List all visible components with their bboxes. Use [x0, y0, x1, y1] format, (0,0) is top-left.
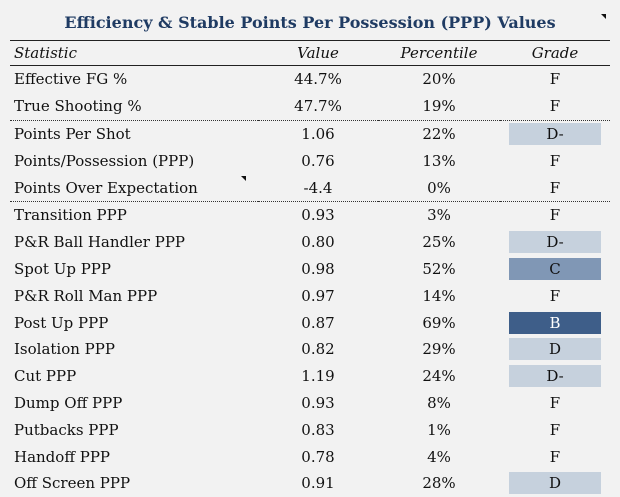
stat-percentile: 14%: [422, 286, 456, 305]
stat-value: 0.98: [301, 259, 335, 278]
stat-name: Points Per Shot: [10, 119, 258, 148]
stat-name: Transition PPP: [10, 200, 258, 229]
stat-percentile: 13%: [422, 151, 456, 170]
header-grade: Grade: [500, 41, 610, 66]
stat-value: 0.80: [301, 233, 335, 252]
stat-name: Points/Possession (PPP): [14, 151, 195, 170]
stat-value: 0.76: [301, 151, 335, 170]
header-row: Statistic Value Percentile Grade: [10, 41, 610, 66]
stat-percentile: 8%: [427, 393, 451, 412]
table-row: Points/Possession (PPP) 0.76 13% F: [10, 147, 610, 174]
stat-value: 0.91: [301, 474, 335, 493]
grade-badge: F: [549, 206, 561, 225]
header-statistic: Statistic: [10, 41, 258, 66]
stat-percentile: 52%: [422, 259, 456, 278]
grade-badge: F: [549, 393, 561, 412]
stat-name: P&R Ball Handler PPP: [14, 233, 186, 252]
table-row: Transition PPP 0.93 3% F: [10, 200, 610, 229]
grade-badge: F: [549, 151, 561, 170]
table-row: Off Screen PPP 0.91 28% D: [10, 470, 610, 497]
stat-percentile: 20%: [422, 70, 456, 89]
table-row: Post Up PPP 0.87 69% B: [10, 309, 610, 336]
table-row: Cut PPP 1.19 24% D-: [10, 363, 610, 390]
table-row: True Shooting % 47.7% 19% F: [10, 93, 610, 120]
stat-value: 0.93: [301, 393, 335, 412]
stat-value: 47.7%: [294, 97, 342, 116]
stat-name: Spot Up PPP: [14, 259, 111, 278]
stat-value: 0.82: [301, 340, 335, 359]
table-row: Spot Up PPP 0.98 52% C: [10, 256, 610, 283]
stat-name: True Shooting %: [14, 97, 142, 116]
stat-name-text: Points Over Expectation: [14, 178, 198, 197]
comment-marker-icon: [241, 176, 246, 182]
stat-value: 1.19: [301, 367, 335, 386]
grade-badge: B: [509, 311, 601, 334]
stats-table: Statistic Value Percentile Grade Effecti…: [10, 41, 610, 497]
stat-percentile: 28%: [422, 474, 456, 493]
table-title-text: Efficiency & Stable Points Per Possessio…: [64, 13, 556, 32]
grade-badge: F: [549, 97, 561, 116]
stat-name: Effective FG %: [14, 70, 128, 89]
stat-value: 1.06: [258, 119, 378, 148]
grade-badge: F: [549, 70, 561, 89]
grade-badge: D: [509, 338, 601, 361]
stat-name: Off Screen PPP: [14, 474, 131, 493]
stats-card: Efficiency & Stable Points Per Possessio…: [10, 6, 610, 495]
header-percentile: Percentile: [378, 41, 500, 66]
table-row: Effective FG % 44.7% 20% F: [10, 66, 610, 93]
grade-badge: F: [549, 178, 561, 197]
stat-percentile: 1%: [427, 420, 451, 439]
stat-percentile: 0%: [427, 178, 451, 197]
stat-name: Handoff PPP: [14, 447, 111, 466]
stat-percentile: 69%: [422, 313, 456, 332]
table-row: P&R Roll Man PPP 0.97 14% F: [10, 282, 610, 309]
stat-value: 0.97: [301, 286, 335, 305]
stat-percentile: 19%: [422, 97, 456, 116]
table-row: Handoff PPP 0.78 4% F: [10, 443, 610, 470]
header-value: Value: [258, 41, 378, 66]
stat-value: 0.83: [301, 420, 335, 439]
stat-percentile: 24%: [422, 367, 456, 386]
stat-name: Cut PPP: [14, 367, 77, 386]
grade-badge: D-: [509, 365, 601, 388]
stat-value: -4.4: [303, 178, 333, 197]
table-row: P&R Ball Handler PPP 0.80 25% D-: [10, 229, 610, 256]
stat-name: Dump Off PPP: [14, 393, 123, 412]
table-row: Isolation PPP 0.82 29% D: [10, 336, 610, 363]
stat-name: Putbacks PPP: [14, 420, 119, 439]
stat-percentile: 22%: [378, 119, 500, 148]
grade-badge: D: [509, 472, 601, 495]
stat-value: 0.78: [301, 447, 335, 466]
grade-badge: C: [509, 257, 601, 280]
stat-percentile: 4%: [427, 447, 451, 466]
grade-badge: F: [549, 420, 561, 439]
stat-percentile: 25%: [422, 233, 456, 252]
table-row: Dump Off PPP 0.93 8% F: [10, 390, 610, 417]
grade-badge: D-: [509, 122, 601, 145]
table-row: Putbacks PPP 0.83 1% F: [10, 416, 610, 443]
stat-name: Points Over Expectation: [10, 174, 258, 201]
table-title: Efficiency & Stable Points Per Possessio…: [10, 6, 610, 41]
stat-percentile: 29%: [422, 340, 456, 359]
stat-value: 0.93: [258, 200, 378, 229]
stat-percentile: 3%: [378, 200, 500, 229]
grade-badge: D-: [509, 231, 601, 254]
stat-name: Post Up PPP: [14, 313, 109, 332]
stat-value: 0.87: [301, 313, 335, 332]
table-row: Points Over Expectation -4.4 0% F: [10, 174, 610, 201]
stat-name: Isolation PPP: [14, 340, 115, 359]
stat-value: 44.7%: [294, 70, 342, 89]
grade-badge: F: [549, 447, 561, 466]
table-row: Points Per Shot 1.06 22% D-: [10, 119, 610, 148]
comment-marker-icon: [601, 14, 606, 19]
grade-badge: F: [549, 286, 561, 305]
stat-name: P&R Roll Man PPP: [14, 286, 158, 305]
